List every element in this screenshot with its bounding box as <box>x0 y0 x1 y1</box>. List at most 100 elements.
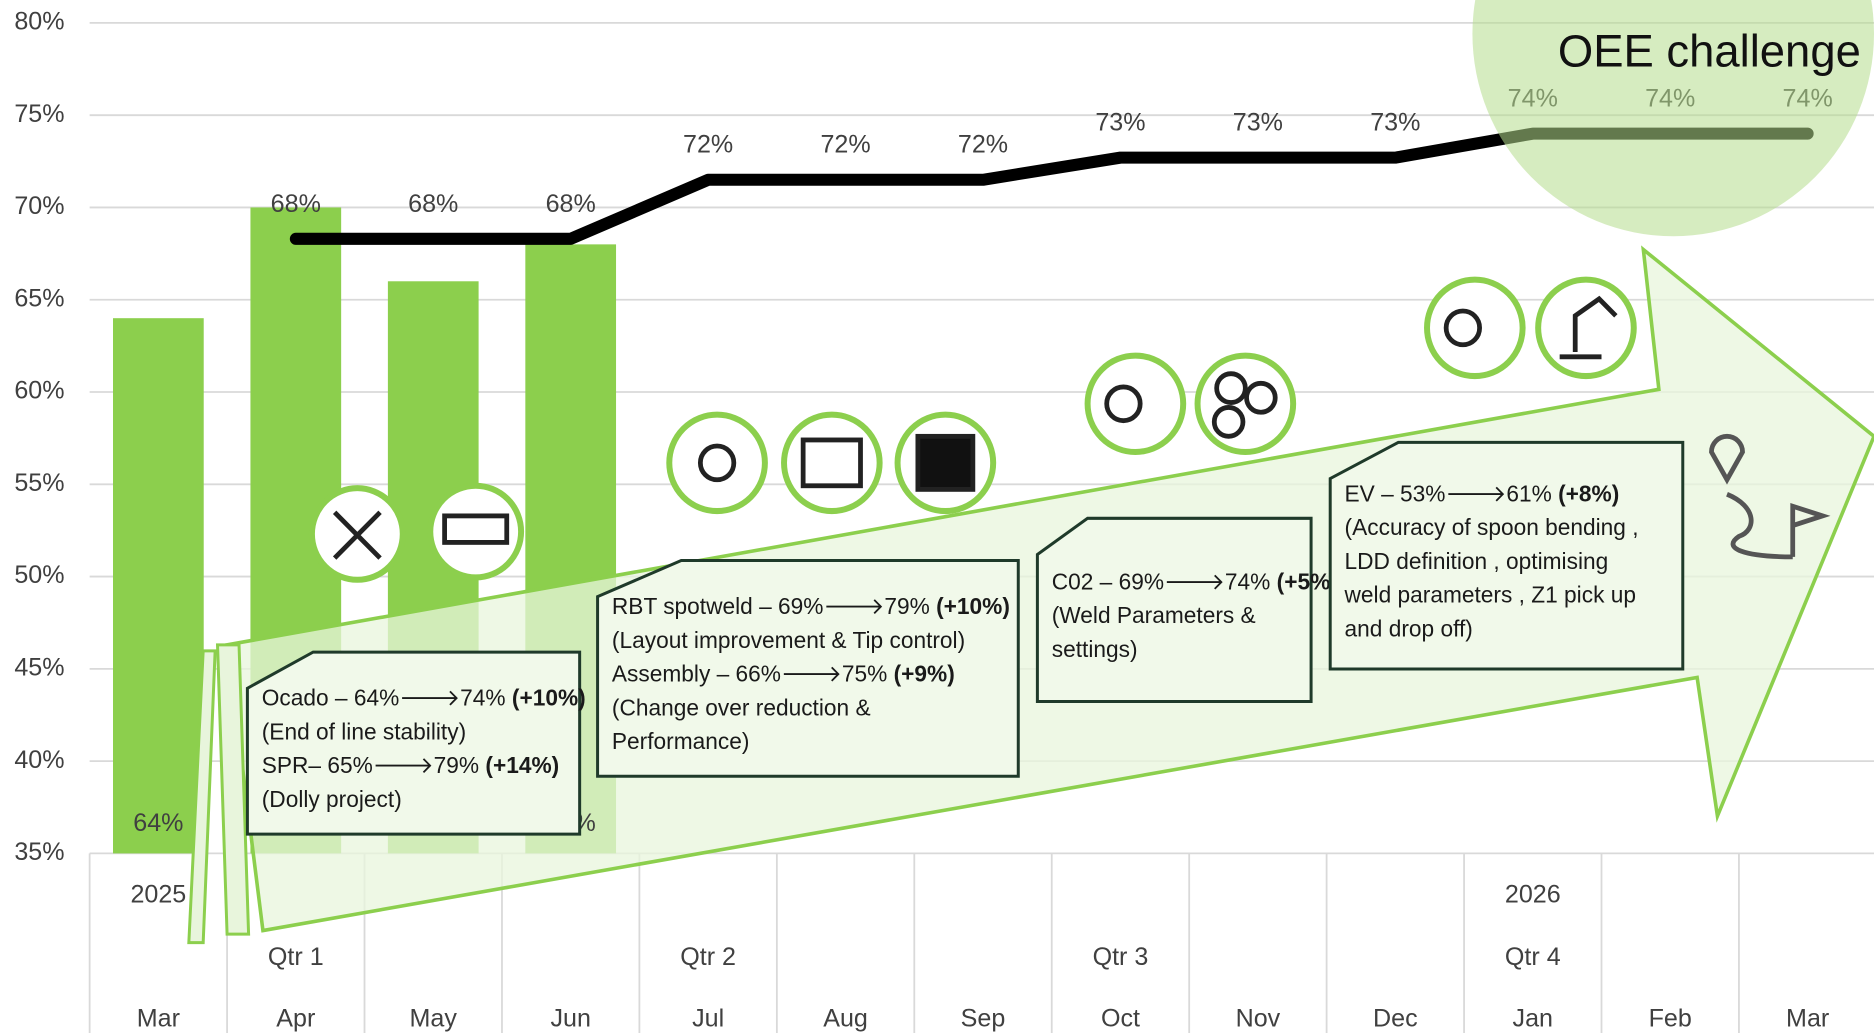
annotation-line: (End of line stability) <box>262 718 466 744</box>
glyph <box>800 437 863 489</box>
line-label: 72% <box>958 131 1008 159</box>
annotation-line: (Layout improvement & Tip control) <box>612 627 965 653</box>
x-tick-label: Aug <box>823 1004 868 1032</box>
line-label: 73% <box>1370 108 1420 136</box>
y-tick-label: 35% <box>14 838 64 866</box>
y-tick-label: 45% <box>14 653 64 681</box>
line-label: 72% <box>683 131 733 159</box>
icon-gear-settings <box>1084 352 1187 456</box>
x-tick-label: Sep <box>961 1004 1006 1032</box>
annotation-boxes: Ocado – 64%🡒74% (+10%) (End of line stabi… <box>245 440 1685 836</box>
annotation-line: settings) <box>1052 636 1138 662</box>
chart-title: OEE challenge <box>1558 25 1861 76</box>
annotation-line: LDD definition , optimising <box>1345 548 1609 574</box>
glyph <box>697 443 737 483</box>
annotation-line: and drop off) <box>1345 615 1473 641</box>
annotation-gain: (+14%) <box>485 752 559 778</box>
glyph <box>1559 295 1618 360</box>
annotation-text: settings) <box>1052 636 1138 662</box>
quarter-label: Qtr 2 <box>680 943 736 971</box>
icon-cycle <box>666 411 768 515</box>
arrow-tail <box>187 649 217 945</box>
annotation-line: (Change over reduction & <box>612 694 871 720</box>
annotation-text: Ocado – 64%🡒74% <box>262 685 512 711</box>
annotation-gain: (+10%) <box>512 685 586 711</box>
glyph <box>1214 371 1248 406</box>
x-tick-label: Feb <box>1649 1004 1692 1032</box>
y-tick-label: 55% <box>14 469 64 497</box>
line-label: 68% <box>408 190 458 218</box>
annotation-gain: (+8%) <box>1558 480 1619 506</box>
x-tick-label: Mar <box>1786 1004 1829 1032</box>
annotation-line: weld parameters , Z1 pick up <box>1344 582 1636 608</box>
annotation-text: (Weld Parameters & <box>1052 602 1256 628</box>
icon-glyphs <box>332 295 1831 560</box>
glyph <box>332 510 382 560</box>
y-tick-label: 70% <box>14 192 64 220</box>
line-label: 73% <box>1095 108 1145 136</box>
x-tick-label: May <box>410 1004 458 1032</box>
annotation-text: (Dolly project) <box>262 786 402 812</box>
annotation-gain: (+10%) <box>936 593 1010 619</box>
x-tick-label: Nov <box>1236 1004 1281 1032</box>
annotation-text: RBT spotweld – 69%🡒79% <box>612 593 936 619</box>
glyph <box>1104 384 1143 424</box>
icon-dolly <box>427 482 525 581</box>
annotation-line: EV – 53%🡒61% (+8%) <box>1345 480 1620 506</box>
glyph <box>442 513 510 545</box>
x-tick-label: Mar <box>137 1004 180 1032</box>
annotation-text: (Accuracy of spoon bending , <box>1345 514 1639 540</box>
annotation-text: LDD definition , optimising <box>1345 548 1609 574</box>
annotation-text: C02 – 69%🡒74% <box>1052 568 1277 594</box>
y-tick-label: 80% <box>14 7 64 35</box>
glyph-route <box>1709 434 1831 560</box>
annotation-line: Ocado – 64%🡒74% (+10%) <box>262 685 586 711</box>
challenge-circle <box>1472 0 1874 237</box>
y-tick-label: 50% <box>14 561 64 589</box>
annotation-box <box>245 650 582 836</box>
annotation-line: Performance) <box>612 728 750 754</box>
annotation-text: EV – 53%🡒61% <box>1345 480 1559 506</box>
x-tick-label: Apr <box>276 1004 315 1032</box>
glyph <box>1443 308 1482 348</box>
year-label: 2026 <box>1505 880 1561 908</box>
y-tick-label: 60% <box>14 377 64 405</box>
annotation-gain: (+5%) <box>1277 568 1338 594</box>
annotation-text: SPR– 65%🡒79% <box>262 752 486 778</box>
glyph <box>1244 380 1278 415</box>
annotation-text: (Change over reduction & <box>612 694 871 720</box>
line-label: 73% <box>1233 108 1283 136</box>
bar-label: 64% <box>133 809 183 837</box>
x-tick-label: Oct <box>1101 1004 1140 1032</box>
line-label: 68% <box>546 190 596 218</box>
x-tick-label: Dec <box>1373 1004 1418 1032</box>
label-layer: 35% 40% 45% 50% 55% 60% 65% 70% 75% 80% Mar 2025 Apr… <box>14 7 1829 1032</box>
line-label: 72% <box>820 131 870 159</box>
icon-gear-settings <box>1424 276 1526 380</box>
y-tick-label: 65% <box>14 284 64 312</box>
quarter-label: Qtr 3 <box>1093 943 1149 971</box>
annotation-box <box>1328 440 1685 671</box>
annotation-line: (Dolly project) <box>262 786 402 812</box>
annotation-line: C02 – 69%🡒74% (+5%) <box>1052 568 1338 594</box>
y-tick-label: 75% <box>14 100 64 128</box>
bar <box>113 318 204 854</box>
annotation-text: weld parameters , Z1 pick up <box>1344 582 1636 608</box>
x-tick-label: Jul <box>692 1004 724 1032</box>
annotation-text: Assembly – 66%🡒75% <box>612 661 894 687</box>
year-label: 2025 <box>130 880 186 908</box>
arrow-tail <box>215 643 251 936</box>
annotation-box <box>1035 516 1313 704</box>
quarter-label: Qtr 1 <box>268 943 324 971</box>
annotation-line: (Weld Parameters & <box>1052 602 1256 628</box>
icon-robot <box>1535 276 1637 380</box>
y-tick-label: 40% <box>14 746 64 774</box>
glyph <box>1211 405 1246 439</box>
annotation-box <box>596 558 1020 778</box>
glyph <box>915 433 976 492</box>
annotation-gain: (+9%) <box>894 661 955 687</box>
x-tick-label: Jun <box>550 1004 590 1032</box>
annotation-line: RBT spotweld – 69%🡒79% (+10%) <box>612 593 1010 619</box>
